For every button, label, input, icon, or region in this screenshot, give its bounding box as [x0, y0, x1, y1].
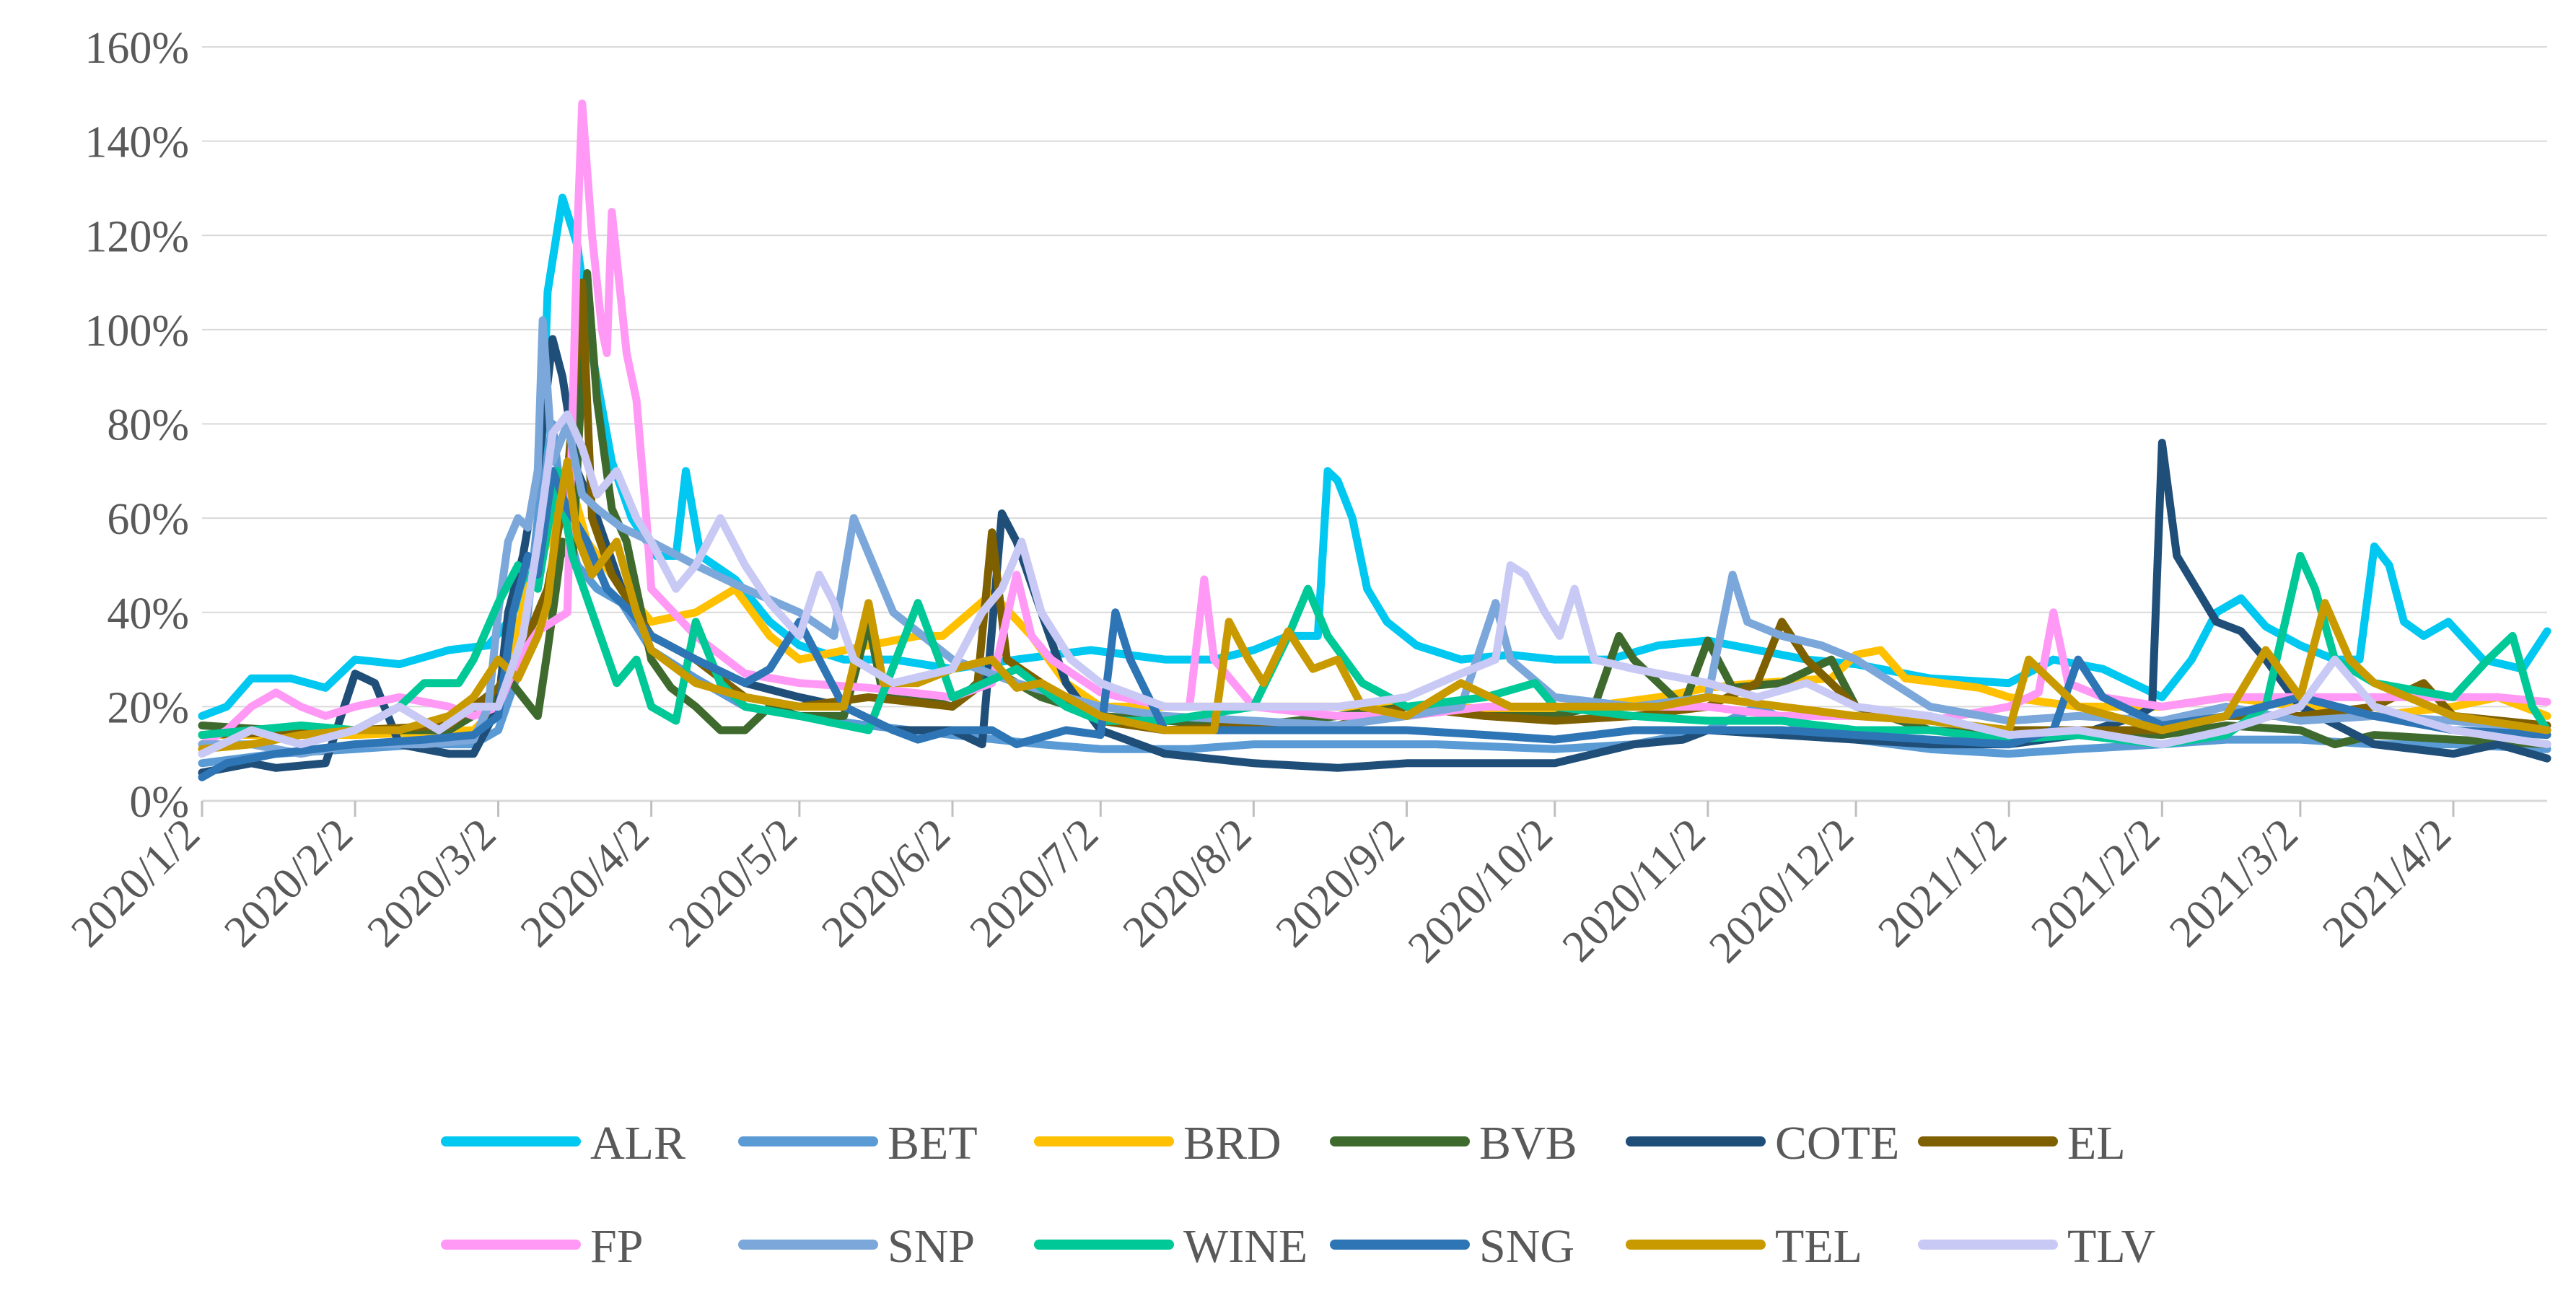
x-tick-label: 2020/6/2 [812, 810, 960, 957]
legend: ALR BET BRD BVB COTE EL FP SNP WINE SNG TEL TLV [441, 1117, 2155, 1273]
x-tick-label: 2021/2/2 [2022, 810, 2169, 957]
legend-label-fp: FP [590, 1220, 643, 1273]
legend-label-wine: WINE [1183, 1220, 1307, 1273]
series-line-snp [198, 316, 2551, 758]
x-tick-label: 2021/4/2 [2313, 810, 2461, 957]
y-tick-label: 20% [107, 683, 189, 732]
y-tick-label: 60% [107, 495, 189, 544]
legend-label-alr: ALR [590, 1117, 685, 1170]
x-tick-label: 2021/1/2 [1869, 810, 2016, 957]
legend-label-snp: SNP [888, 1220, 975, 1273]
y-tick-label: 0% [129, 778, 189, 827]
y-tick-label: 160% [84, 24, 189, 73]
y-tick-label: 80% [107, 401, 189, 450]
x-tick-label: 2020/4/2 [512, 810, 659, 957]
x-tick-label: 2020/5/2 [660, 810, 807, 957]
series-lines [198, 99, 2551, 781]
y-tick-label: 100% [84, 307, 189, 356]
x-tick-label: 2020/2/2 [215, 810, 362, 957]
x-tick-label: 2020/11/2 [1553, 810, 1714, 971]
y-tick-label: 120% [84, 212, 189, 261]
series-line-alr [198, 193, 2551, 720]
x-tick-label: 2020/8/2 [1113, 810, 1261, 957]
legend-label-sng: SNG [1479, 1220, 1574, 1273]
series-line-tel [198, 457, 2551, 753]
x-tick-label: 2020/9/2 [1266, 810, 1414, 957]
axes: 0%20%40%60%80%100%120%140%160%2020/1/2 20… [62, 24, 2547, 973]
legend-label-el: EL [2067, 1117, 2126, 1170]
x-tick-label: 2020/10/2 [1399, 810, 1562, 973]
legend-label-tel: TEL [1775, 1220, 1862, 1273]
y-tick-label: 140% [84, 118, 189, 167]
series-line-tlv [198, 410, 2551, 758]
x-tick-label: 2020/7/2 [960, 810, 1108, 957]
legend-label-bet: BET [888, 1117, 978, 1170]
y-tick-label: 40% [107, 589, 189, 639]
x-tick-label: 2021/3/2 [2160, 810, 2308, 957]
x-tick-label: 2020/1/2 [62, 810, 209, 957]
x-tick-label: 2020/3/2 [358, 810, 505, 957]
legend-label-bvb: BVB [1479, 1117, 1577, 1170]
legend-label-tlv: TLV [2067, 1220, 2155, 1273]
legend-label-brd: BRD [1183, 1117, 1282, 1170]
x-tick-label: 2020/12/2 [1700, 810, 1863, 973]
legend-label-cote: COTE [1775, 1117, 1899, 1170]
